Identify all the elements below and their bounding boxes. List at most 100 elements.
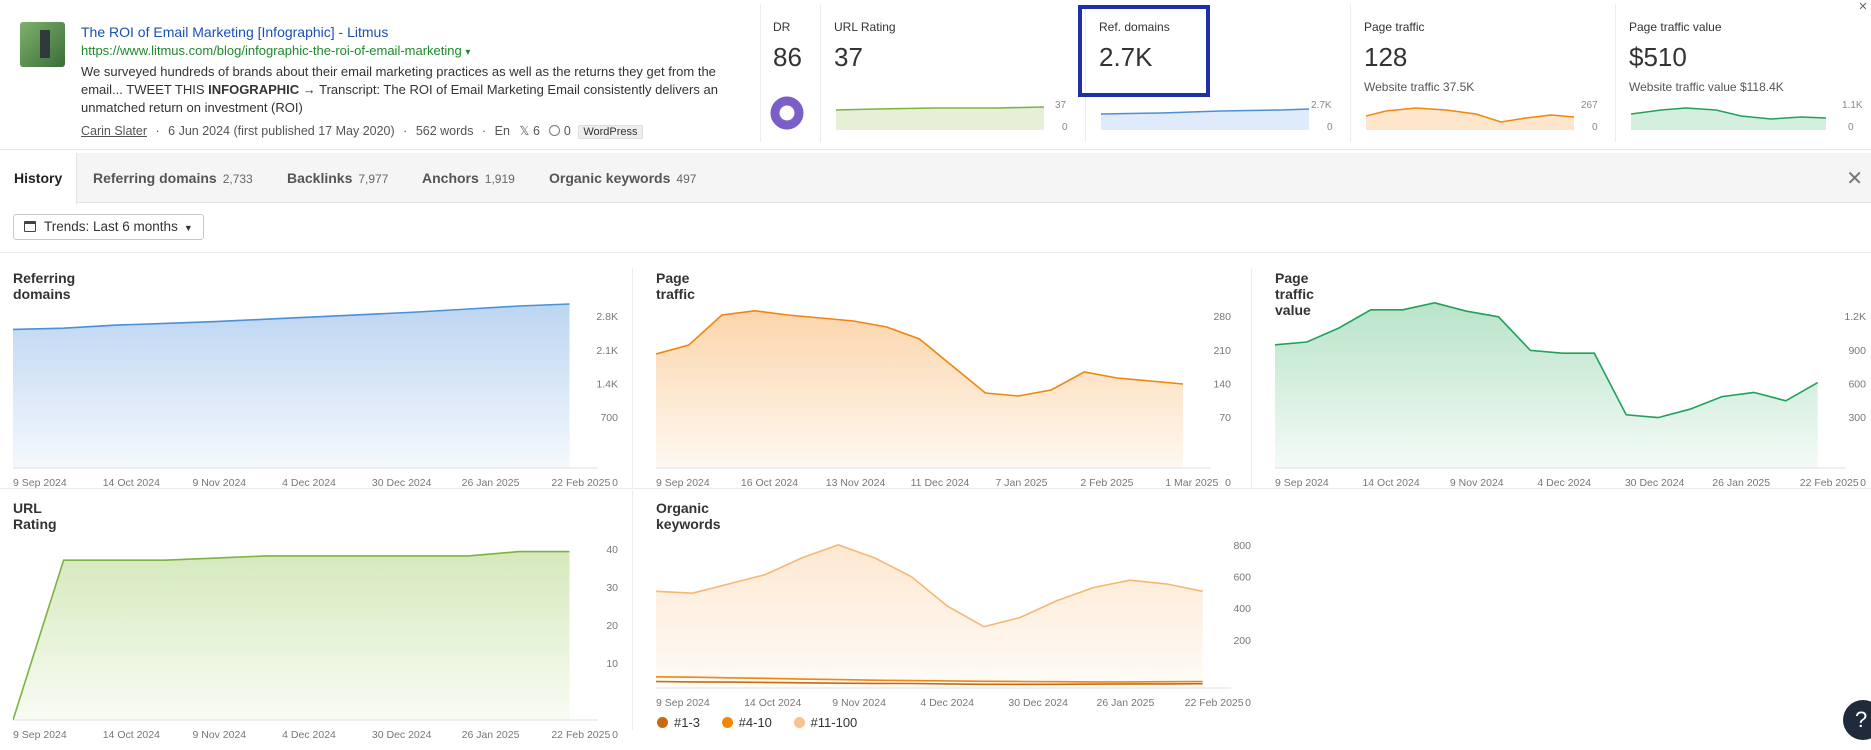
organic-keywords-legend: #1-3 #4-10 #11-100 xyxy=(657,715,875,730)
y-tick-label: 600 xyxy=(1233,572,1251,584)
tab-anchors[interactable]: Anchors 1,919 xyxy=(408,153,529,203)
series-line[interactable] xyxy=(1275,301,1819,419)
x-tick-label: 4 Dec 2024 xyxy=(920,697,974,709)
y-tick-label: 20 xyxy=(606,620,618,632)
legend-label: #1-3 xyxy=(674,715,701,730)
x-tick-label: 9 Sep 2024 xyxy=(656,477,710,489)
y-tick-label: 900 xyxy=(1848,345,1866,357)
series-line[interactable] xyxy=(656,680,1203,686)
url-rating-min: 0 xyxy=(1062,122,1068,133)
help-button[interactable]: ? xyxy=(1843,700,1871,740)
ref-domains-label: Ref. domains xyxy=(1099,20,1170,34)
metric-ref-domains[interactable]: Ref. domains 2.7K 2.7K 0 xyxy=(1085,4,1350,142)
x-tick-label: 13 Nov 2024 xyxy=(826,477,886,489)
series-line[interactable] xyxy=(656,676,1203,683)
url-rating-value: 37 xyxy=(834,42,863,72)
desc-bold: INFOGRAPHIC xyxy=(208,82,300,97)
corner-close-icon[interactable]: ✕ xyxy=(1858,1,1868,13)
author-link[interactable]: Carin Slater xyxy=(81,124,147,138)
y-tick-label: 2.1K xyxy=(596,345,618,357)
result-description: We surveyed hundreds of brands about the… xyxy=(81,63,721,117)
tab-label: Anchors xyxy=(422,170,479,186)
metric-page-traffic-value[interactable]: Page traffic value $510 Website traffic … xyxy=(1615,4,1871,142)
x-tick-label: 9 Nov 2024 xyxy=(192,477,246,489)
y-tick-label: 1.2K xyxy=(1844,311,1866,323)
result-title-link[interactable]: The ROI of Email Marketing [Infographic]… xyxy=(81,24,389,40)
desc-part: We surveyed hundreds of brands about the… xyxy=(81,64,716,97)
series-line[interactable] xyxy=(656,544,1203,628)
url-rating-max: 37 xyxy=(1055,100,1067,111)
trends-dropdown[interactable]: Trends: Last 6 months ▼ xyxy=(13,214,204,240)
dr-value: 86 xyxy=(773,42,802,72)
tab-history[interactable]: History xyxy=(0,153,78,204)
chevron-down-icon[interactable]: ▾ xyxy=(465,47,471,58)
pinterest-icon xyxy=(549,125,561,136)
pinterest-count: 0 xyxy=(563,124,571,138)
x-tick-label: 9 Nov 2024 xyxy=(192,729,246,741)
tab-bar: History Referring domains 2,733 Backlinks… xyxy=(0,153,1871,204)
ref-domains-sparkline xyxy=(1101,108,1310,130)
y-tick-label: 0 xyxy=(1860,477,1866,489)
word-count: 562 words xyxy=(415,124,474,138)
x-tick-label: 16 Oct 2024 xyxy=(741,477,798,489)
organic-keywords-chart: 800 600 400 200 0 9 Sep 2024 14 Oct 2024 9 Nov … xyxy=(656,540,1251,709)
y-tick-label: 40 xyxy=(606,544,618,556)
tab-backlinks[interactable]: Backlinks 7,977 xyxy=(273,153,402,203)
x-tick-label: 22 Feb 2025 xyxy=(1800,477,1859,489)
legend-item-1-3[interactable]: #1-3 xyxy=(657,715,700,730)
chart-title: URL Rating xyxy=(13,500,57,532)
metric-url-rating[interactable]: URL Rating 37 37 0 xyxy=(820,4,1085,142)
x-tick-label: 4 Dec 2024 xyxy=(282,729,336,741)
tab-organic-keywords[interactable]: Organic keywords 497 xyxy=(535,153,710,203)
x-icon: 𝕏 xyxy=(519,124,530,138)
x-tick-label: 30 Dec 2024 xyxy=(372,729,432,741)
chart-title: Page traffic value xyxy=(1275,270,1314,318)
x-tick-label: 2 Feb 2025 xyxy=(1080,477,1133,489)
url-rating-sparkline xyxy=(836,106,1045,130)
trends-label: Trends: Last 6 months xyxy=(44,219,178,234)
tab-count: 497 xyxy=(676,172,697,186)
series-line[interactable] xyxy=(13,303,570,331)
y-tick-label: 0 xyxy=(612,729,618,741)
ptv-sparkline xyxy=(1631,107,1827,130)
tab-label: Referring domains xyxy=(93,170,217,186)
page-traffic-max: 267 xyxy=(1581,100,1598,111)
site-favicon xyxy=(20,22,65,67)
y-tick-label: 0 xyxy=(1245,697,1251,709)
desc-part: → Transcript: The ROI of Email Marketing… xyxy=(81,82,718,115)
ref-domains-max: 2.7K xyxy=(1311,100,1332,111)
x-tick-label: 9 Nov 2024 xyxy=(832,697,886,709)
x-tick-label: 1 Mar 2025 xyxy=(1165,477,1218,489)
divider xyxy=(632,268,633,488)
legend-item-11-100[interactable]: #11-100 xyxy=(793,715,857,730)
dr-donut xyxy=(770,96,804,130)
y-tick-label: 300 xyxy=(1848,412,1866,424)
y-tick-label: 0 xyxy=(612,477,618,489)
metric-page-traffic[interactable]: Page traffic 128 Website traffic 37.5K 2… xyxy=(1350,4,1615,142)
x-tick-label: 14 Oct 2024 xyxy=(103,477,160,489)
page-traffic-min: 0 xyxy=(1592,122,1598,133)
divider xyxy=(1251,268,1252,488)
y-tick-label: 1.4K xyxy=(596,378,618,390)
series-line[interactable] xyxy=(13,550,570,721)
page-traffic-value-chart: 1.2K 900 600 300 0 9 Sep 2024 14 Oct 2024 9 Nov… xyxy=(1275,301,1866,489)
series-line[interactable] xyxy=(656,309,1184,397)
close-icon[interactable]: ✕ xyxy=(1846,168,1863,190)
x-share-count: 6 xyxy=(532,124,540,138)
x-tick-label: 14 Oct 2024 xyxy=(103,729,160,741)
divider xyxy=(0,252,1871,253)
result-url[interactable]: https://www.litmus.com/blog/infographic-… xyxy=(81,43,470,58)
x-tick-label: 26 Jan 2025 xyxy=(1712,477,1770,489)
tab-label: Organic keywords xyxy=(549,170,671,186)
tab-label: History xyxy=(14,170,63,186)
ref-domains-min: 0 xyxy=(1327,122,1333,133)
result-url-link[interactable]: https://www.litmus.com/blog/infographic-… xyxy=(81,43,462,58)
y-tick-label: 0 xyxy=(1225,477,1231,489)
legend-item-4-10[interactable]: #4-10 xyxy=(721,715,772,730)
x-tick-label: 14 Oct 2024 xyxy=(1362,477,1419,489)
page-traffic-label: Page traffic xyxy=(1364,20,1425,34)
x-tick-label: 26 Jan 2025 xyxy=(462,477,520,489)
tab-referring-domains[interactable]: Referring domains 2,733 xyxy=(79,153,267,203)
x-tick-label: 9 Sep 2024 xyxy=(13,729,67,741)
